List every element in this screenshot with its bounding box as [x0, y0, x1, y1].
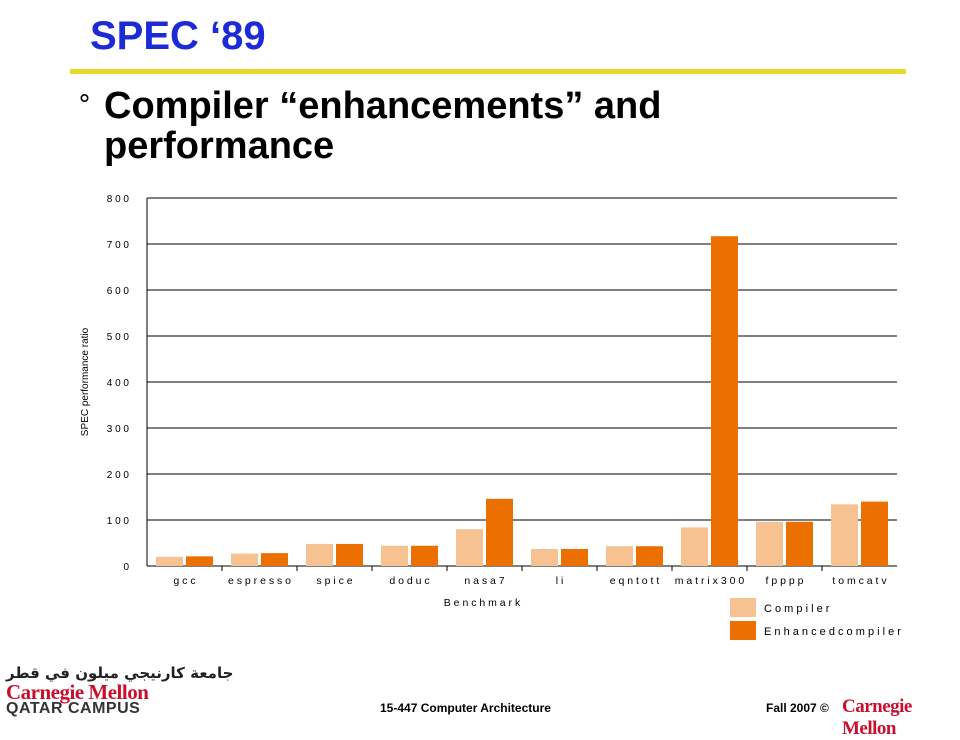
legend-label: E n h a n c e d c o m p i l e r: [764, 626, 901, 638]
bullet-text: Compiler “enhancements” and performance: [104, 85, 662, 167]
bar-compiler: [456, 529, 483, 566]
y-tick-label: 3 0 0: [107, 424, 130, 435]
y-tick-label: 7 0 0: [107, 240, 130, 251]
legend-label: C o m p i l e r: [764, 603, 830, 615]
footer-logo-arabic-text: جامعة كارنيجي ميلون في قطر: [6, 664, 234, 682]
x-tick-label: s p i c e: [316, 575, 352, 587]
bar-compiler: [381, 545, 408, 566]
x-tick-label: m a t r i x 3 0 0: [675, 575, 745, 587]
legend-swatch: [730, 621, 756, 640]
y-tick-label: 1 0 0: [107, 516, 130, 527]
slide-title: SPEC ‘89: [90, 14, 266, 58]
x-axis-title: B e n c h m a r k: [444, 597, 521, 609]
bar-enhanced-compiler: [336, 543, 363, 566]
bar-enhanced-compiler: [261, 553, 288, 566]
bar-compiler: [606, 546, 633, 566]
y-axis-title: SPEC performance ratio: [80, 327, 91, 436]
bar-compiler: [231, 553, 258, 566]
bullet-marker: °: [78, 90, 91, 120]
x-tick-label: e q n t o t t: [610, 575, 660, 587]
bar-enhanced-compiler: [711, 236, 738, 566]
x-tick-label: f p p p p: [766, 575, 804, 587]
x-tick-label: g c c: [173, 575, 195, 587]
x-tick-label: d o d u c: [389, 575, 429, 587]
bar-enhanced-compiler: [636, 546, 663, 566]
bar-enhanced-compiler: [411, 545, 438, 566]
y-tick-label: 8 0 0: [107, 194, 130, 205]
bar-compiler: [156, 556, 183, 566]
bar-enhanced-compiler: [186, 556, 213, 566]
y-tick-label: 2 0 0: [107, 470, 130, 481]
bar-enhanced-compiler: [786, 521, 813, 566]
bar-compiler: [306, 543, 333, 566]
footer-cmu-wordmark: Carnegie Mellon: [842, 696, 912, 739]
bar-compiler: [831, 504, 858, 566]
bar-compiler: [681, 527, 708, 566]
bar-enhanced-compiler: [861, 501, 888, 566]
footer-term: Fall 2007 ©: [766, 701, 829, 715]
bar-compiler: [531, 548, 558, 566]
y-tick-label: 5 0 0: [107, 332, 130, 343]
y-tick-label: 4 0 0: [107, 378, 130, 389]
bar-enhanced-compiler: [486, 498, 513, 566]
x-tick-label: e s p r e s s o: [228, 575, 291, 587]
bar-enhanced-compiler: [561, 548, 588, 566]
title-underline: [70, 69, 906, 74]
y-tick-label: 6 0 0: [107, 286, 130, 297]
spec-bar-chart: 0 1 0 0 2 0 0 3 0 0 4 0 0 5 0 0 6 0 0 7 0 0 8 0 …: [80, 194, 901, 640]
x-tick-label: n a s a 7: [464, 575, 504, 587]
y-tick-label: 0: [123, 562, 129, 573]
bar-compiler: [756, 521, 783, 566]
x-tick-label: t o m c a t v: [832, 575, 887, 587]
footer-logo-campus: QATAR CAMPUS: [6, 700, 141, 717]
legend-swatch: [730, 598, 756, 617]
footer-logo-name: Carnegie Mellon: [6, 680, 149, 704]
footer-course: 15-447 Computer Architecture: [380, 701, 551, 715]
x-tick-label: l i: [556, 575, 564, 587]
